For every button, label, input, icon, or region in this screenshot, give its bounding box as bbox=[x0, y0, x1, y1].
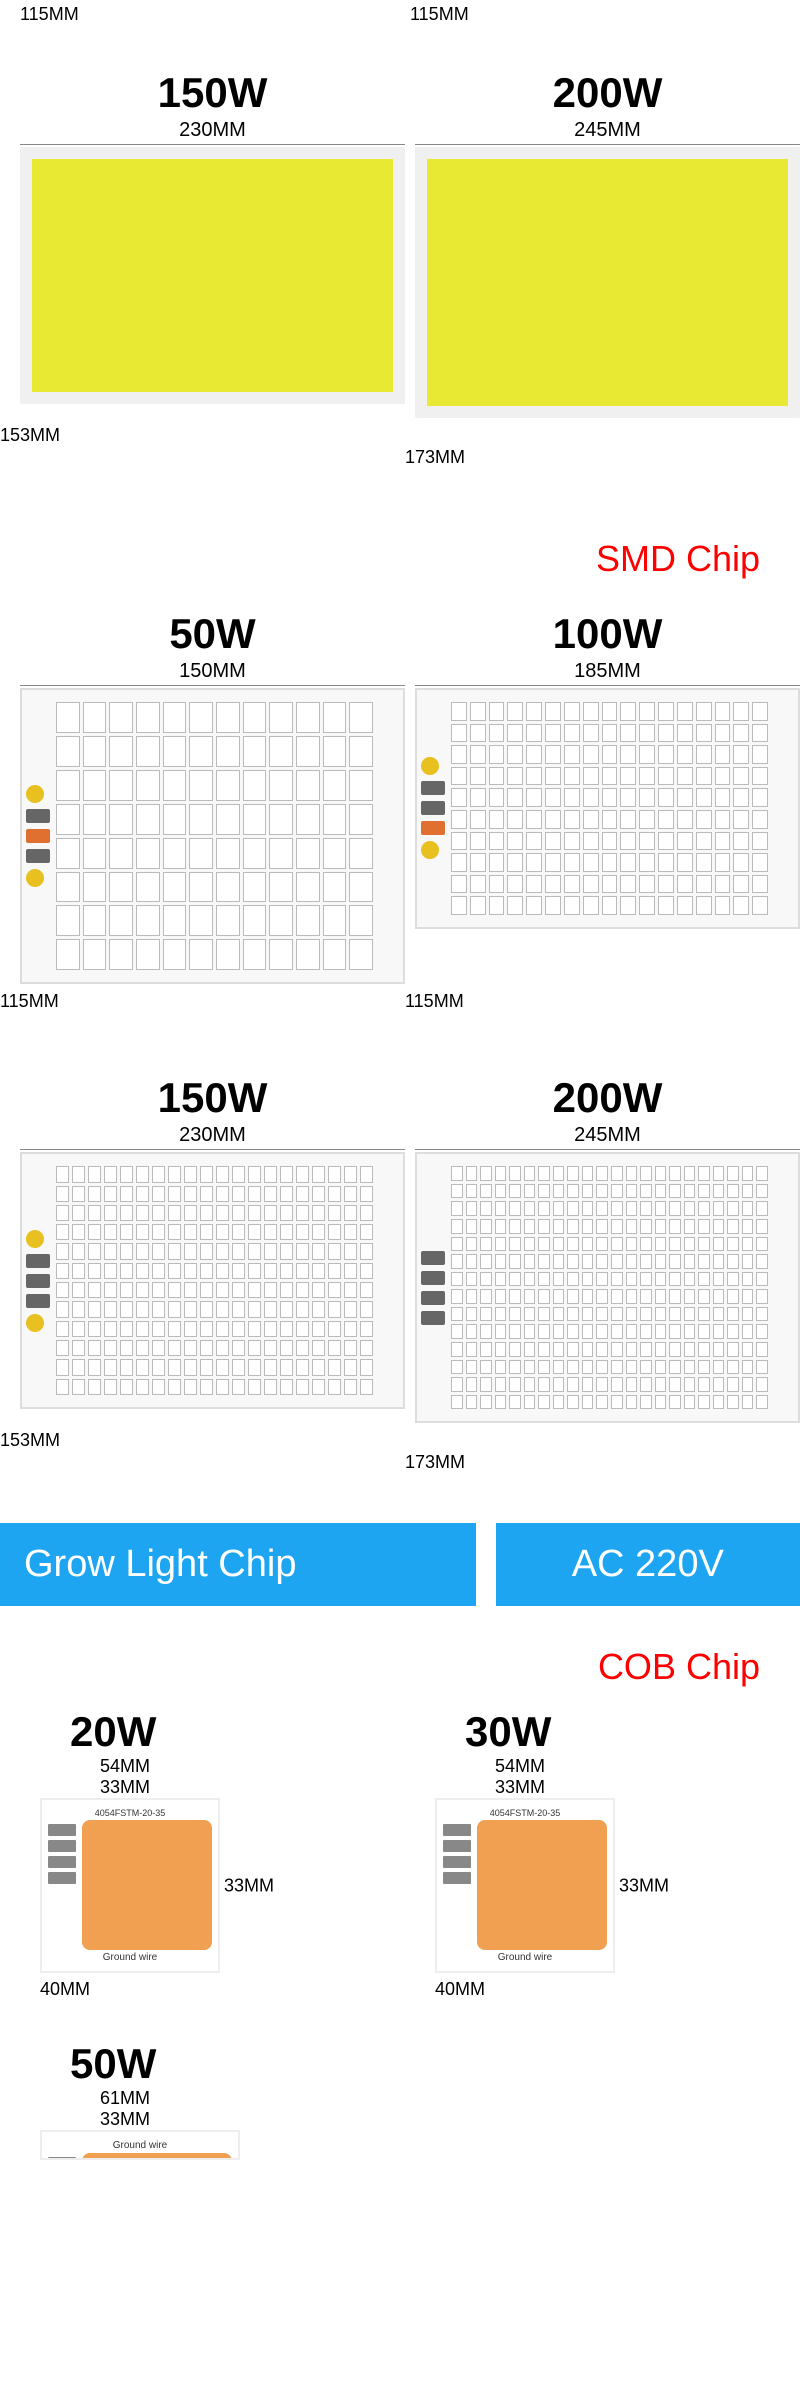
smd-board bbox=[20, 688, 405, 984]
section-title-smd: SMD Chip bbox=[0, 518, 800, 590]
smd-row-2: 150W 230MM 153MM 200W 245MM 173MM bbox=[0, 1064, 800, 1423]
height-label: 115MM bbox=[405, 991, 464, 1012]
smd-item: 50W 150MM 115MM bbox=[0, 600, 405, 984]
inner-width: 33MM bbox=[100, 2109, 150, 2130]
component-strip bbox=[421, 700, 445, 917]
grow-cob-item: 50W 61MM 33MM Ground wire bbox=[0, 2030, 800, 2160]
cob-large-row: 150W 230MM 153MM 200W 245MM 173MM bbox=[0, 59, 800, 418]
dimension-line bbox=[20, 144, 405, 145]
height-label: 173MM bbox=[405, 1452, 465, 1473]
cob-item: 150W 230MM 153MM bbox=[0, 59, 405, 418]
smd-item: 100W 185MM 115MM bbox=[405, 600, 800, 984]
cob-emitting-area bbox=[477, 1820, 607, 1950]
ground-wire-text: Ground wire bbox=[443, 1950, 607, 1965]
power-title: 50W bbox=[169, 610, 255, 658]
height-label: 115MM bbox=[0, 991, 59, 1012]
component-strip bbox=[26, 1164, 50, 1397]
grow-cob-row-2: 50W 61MM 33MM Ground wire bbox=[0, 2030, 800, 2160]
outer-width: 54MM bbox=[495, 1756, 545, 1777]
component-strip bbox=[26, 700, 50, 972]
chip-model-text: 4054FSTM-20-35 bbox=[443, 1806, 607, 1820]
banner-grow-light: Grow Light Chip bbox=[0, 1523, 476, 1606]
cob-grow-chip-partial: Ground wire bbox=[40, 2130, 240, 2160]
power-title: 100W bbox=[553, 610, 663, 658]
outer-width: 54MM bbox=[100, 1756, 150, 1777]
cob-emitting-area bbox=[82, 1820, 212, 1950]
dimension-line bbox=[20, 685, 405, 686]
dimension-line bbox=[415, 144, 800, 145]
width-label: 150MM bbox=[179, 660, 246, 683]
page: 115MM 115MM 150W 230MM 153MM 200W 245MM … bbox=[0, 0, 800, 2160]
power-title: 150W bbox=[158, 69, 268, 117]
grow-cob-row: 20W 54MM 33MM 4054FSTM-20-35 Ground wire… bbox=[0, 1698, 800, 2000]
power-title: 20W bbox=[70, 1708, 156, 1756]
cob-emitting-area bbox=[82, 2153, 232, 2160]
top-dims-row: 115MM 115MM bbox=[0, 0, 800, 29]
component-strip bbox=[421, 1164, 445, 1411]
power-title: 200W bbox=[553, 69, 663, 117]
inner-width: 33MM bbox=[495, 1777, 545, 1798]
width-label: 245MM bbox=[574, 119, 641, 142]
smd-led-grid bbox=[56, 702, 373, 970]
power-title: 200W bbox=[553, 1074, 663, 1122]
smd-led-grid bbox=[451, 702, 768, 915]
width-label: 230MM bbox=[179, 119, 246, 142]
grow-cob-item: 20W 54MM 33MM 4054FSTM-20-35 Ground wire… bbox=[0, 1698, 405, 2000]
height-label: 153MM bbox=[0, 1430, 60, 1451]
cob-grow-chip: 4054FSTM-20-35 Ground wire bbox=[40, 1798, 220, 1973]
smd-led-grid bbox=[451, 1166, 768, 1409]
inner-height: 33MM bbox=[224, 1875, 274, 1896]
smd-board bbox=[20, 1152, 405, 1409]
height-label: 173MM bbox=[405, 447, 465, 468]
width-label: 245MM bbox=[574, 1124, 641, 1147]
section-title-cob: COB Chip bbox=[0, 1626, 800, 1698]
power-title: 150W bbox=[158, 1074, 268, 1122]
power-title: 30W bbox=[465, 1708, 551, 1756]
dim-label: 115MM bbox=[20, 0, 400, 29]
inner-height: 33MM bbox=[619, 1875, 669, 1896]
inner-width: 33MM bbox=[100, 1777, 150, 1798]
cob-chip-image bbox=[415, 147, 800, 418]
chip-model-text: 4054FSTM-20-35 bbox=[48, 1806, 212, 1820]
smd-item: 150W 230MM 153MM bbox=[0, 1064, 405, 1423]
outer-height: 40MM bbox=[435, 1979, 485, 2000]
power-title: 50W bbox=[70, 2040, 156, 2088]
dimension-line bbox=[415, 1149, 800, 1150]
dimension-line bbox=[20, 1149, 405, 1150]
cob-chip-image bbox=[20, 147, 405, 404]
smd-row-1: 50W 150MM 115MM 100W 185MM 115MM bbox=[0, 600, 800, 984]
outer-width: 61MM bbox=[100, 2088, 150, 2109]
banner-row: Grow Light Chip AC 220V bbox=[0, 1523, 800, 1606]
banner-ac-220v: AC 220V bbox=[496, 1523, 800, 1606]
ground-wire-text: Ground wire bbox=[48, 2138, 232, 2153]
smd-board bbox=[415, 688, 800, 929]
cob-item: 200W 245MM 173MM bbox=[405, 59, 800, 418]
dim-label: 115MM bbox=[410, 0, 800, 29]
smd-board bbox=[415, 1152, 800, 1423]
smd-item: 200W 245MM 173MM bbox=[405, 1064, 800, 1423]
grow-cob-item: 30W 54MM 33MM 4054FSTM-20-35 Ground wire… bbox=[405, 1698, 800, 2000]
smd-led-grid bbox=[56, 1166, 373, 1395]
width-label: 185MM bbox=[574, 660, 641, 683]
outer-height: 40MM bbox=[40, 1979, 90, 2000]
height-label: 153MM bbox=[0, 425, 60, 446]
ground-wire-text: Ground wire bbox=[48, 1950, 212, 1965]
width-label: 230MM bbox=[179, 1124, 246, 1147]
dimension-line bbox=[415, 685, 800, 686]
cob-grow-chip: 4054FSTM-20-35 Ground wire bbox=[435, 1798, 615, 1973]
